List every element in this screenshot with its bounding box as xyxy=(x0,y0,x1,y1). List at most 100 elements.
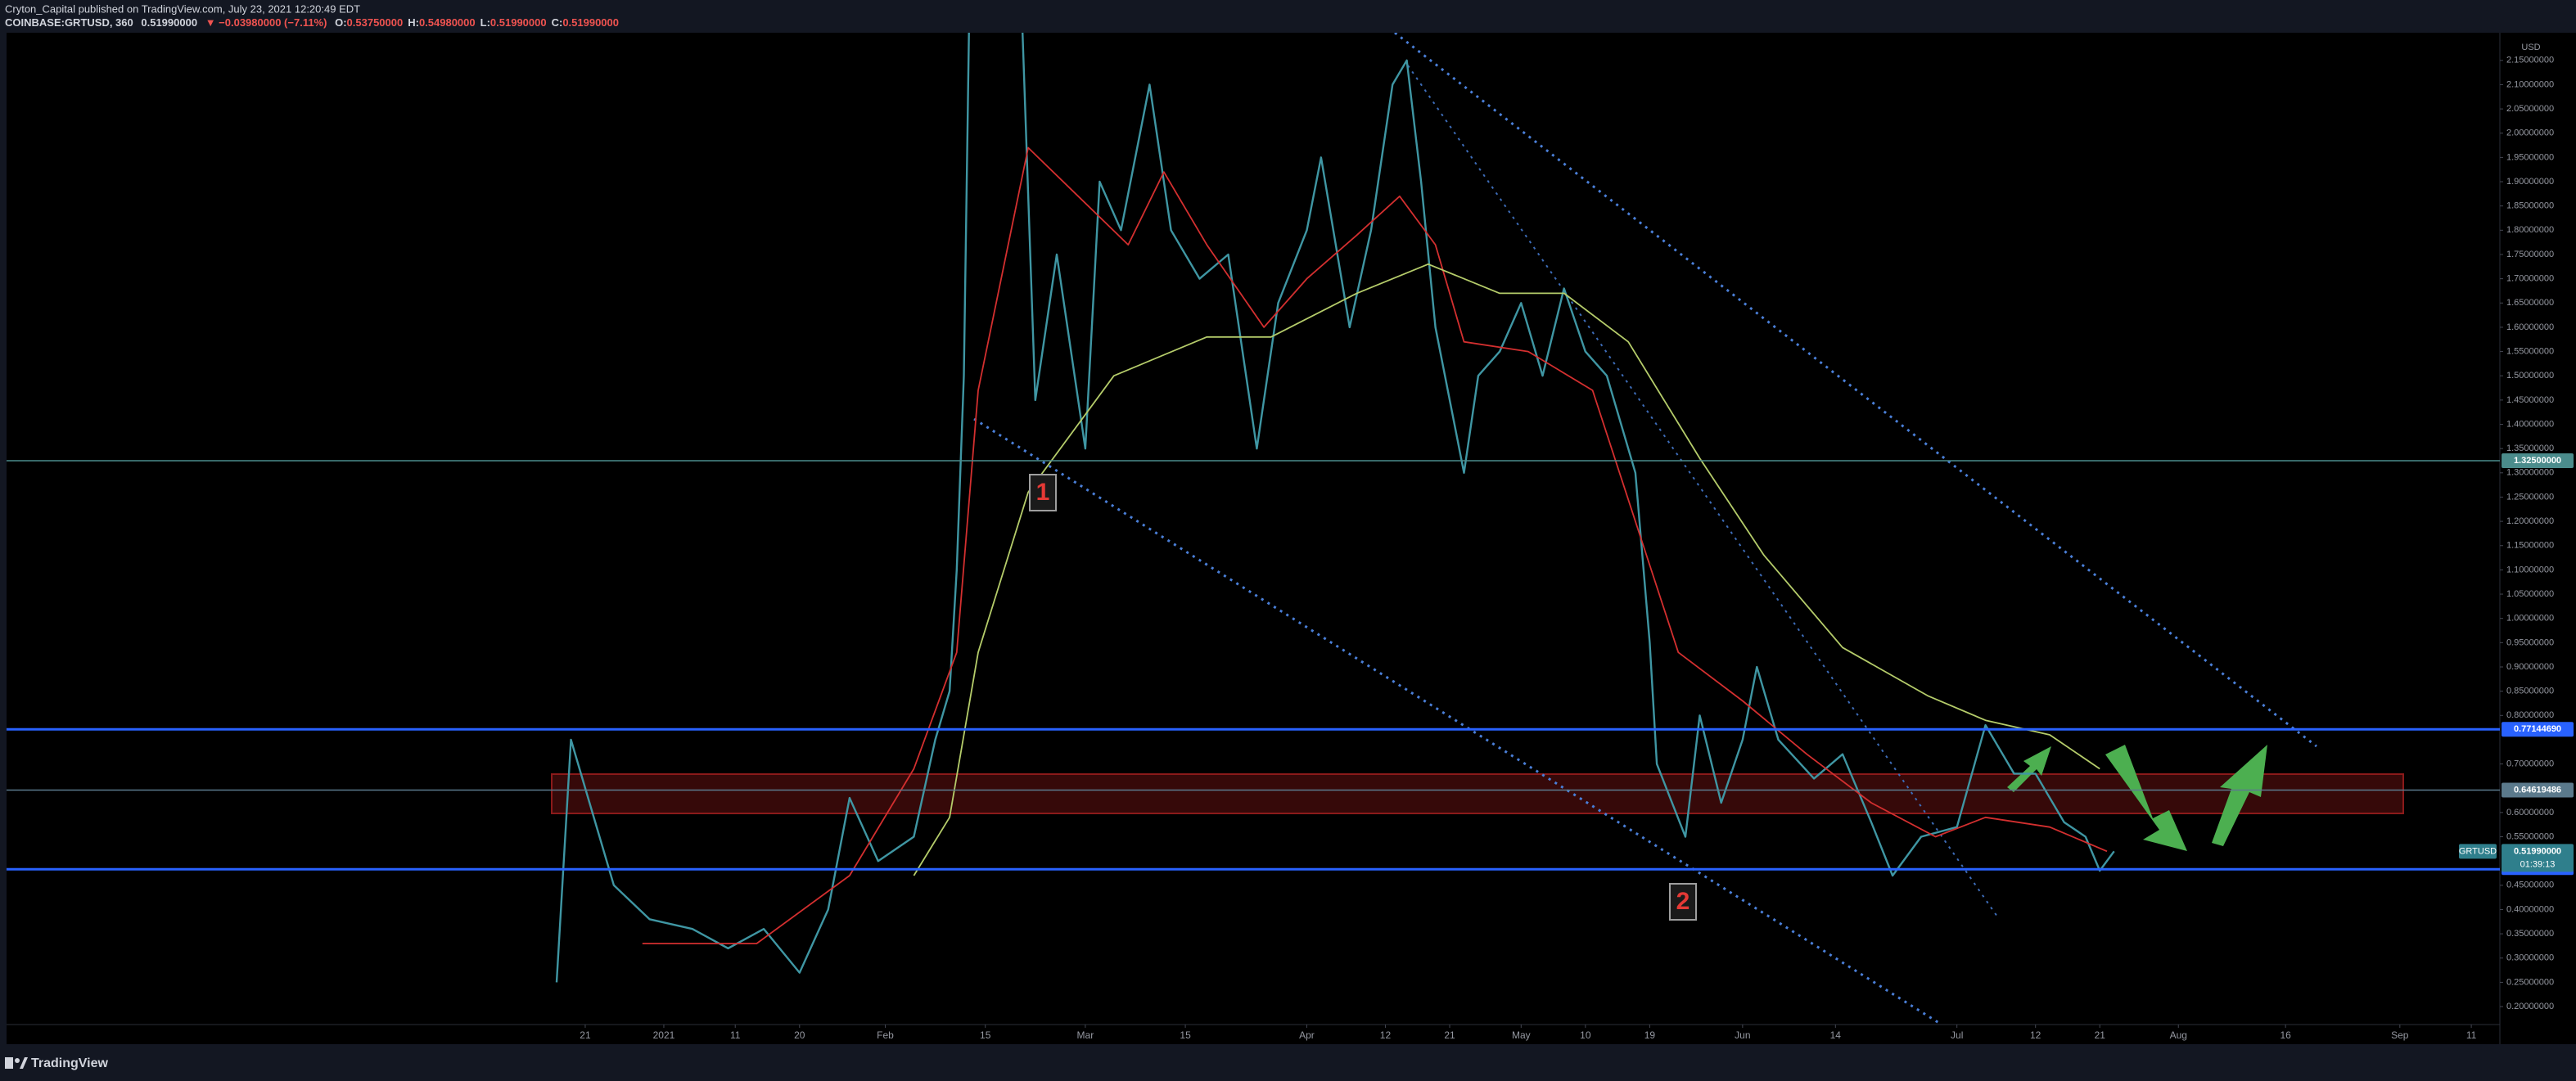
y-tick-label: 1.15000000 xyxy=(2506,541,2554,551)
change: ▼ −0.03980000 (−7.11%) xyxy=(205,16,327,29)
plot-area xyxy=(7,33,2576,1044)
y-tick-label: 1.30000000 xyxy=(2506,468,2554,478)
y-tick-label: 0.40000000 xyxy=(2506,904,2554,914)
price-line xyxy=(913,263,2100,876)
price-line xyxy=(642,146,2108,944)
level-label-box xyxy=(2502,782,2574,798)
plot xyxy=(555,33,2115,983)
y-tick-label: 2.00000000 xyxy=(2506,128,2554,138)
x-tick-label: Sep xyxy=(2391,1029,2409,1041)
x-tick-label: 10 xyxy=(1580,1029,1591,1041)
x-tick-label: 16 xyxy=(2280,1029,2291,1041)
drawings xyxy=(551,33,2404,1025)
ohlc-value: 0.51990000 xyxy=(562,16,619,29)
y-tick-label: 1.85000000 xyxy=(2506,201,2554,211)
y-tick-label: 2.15000000 xyxy=(2506,56,2554,65)
y-tick-label: 1.75000000 xyxy=(2506,250,2554,259)
resistance-zone xyxy=(551,773,2404,814)
y-tick-label: 1.70000000 xyxy=(2506,274,2554,284)
x-tick-label: 14 xyxy=(1830,1029,1842,1041)
y-tick-label: 0.90000000 xyxy=(2506,662,2554,672)
ohlc-label: O: xyxy=(335,16,346,29)
x-tick-label: Mar xyxy=(1077,1029,1094,1041)
x-tick-label: May xyxy=(1512,1029,1531,1041)
level-label: 0.77144690 xyxy=(2514,724,2561,734)
y-tick-label: 2.10000000 xyxy=(2506,79,2554,89)
logo xyxy=(20,1057,28,1069)
brand: TradingView xyxy=(31,1056,109,1070)
y-tick-label: 1.80000000 xyxy=(2506,225,2554,235)
arrow xyxy=(2105,745,2187,851)
y-tick-label: 1.40000000 xyxy=(2506,419,2554,429)
y-tick-label: 1.25000000 xyxy=(2506,492,2554,502)
y-tick-label: 0.80000000 xyxy=(2506,710,2554,720)
x-tick-label: 20 xyxy=(794,1029,805,1041)
logo xyxy=(5,1057,13,1069)
level-label-box xyxy=(2502,722,2574,737)
x-tick-label: Jul xyxy=(1951,1029,1963,1041)
last-price: 0.51990000 xyxy=(141,16,197,29)
symbol-label: GRTUSD xyxy=(2459,846,2497,856)
y-tick-label: 2.05000000 xyxy=(2506,104,2554,114)
symbol: COINBASE:GRTUSD, 360 xyxy=(5,16,133,29)
y-tick-label: 1.65000000 xyxy=(2506,298,2554,308)
y-tick-label: 1.95000000 xyxy=(2506,152,2554,162)
symbol-box xyxy=(2459,844,2497,859)
x-tick-label: 21 xyxy=(1444,1029,1455,1041)
y-tick-label: 1.20000000 xyxy=(2506,516,2554,526)
y-tick-label: 1.50000000 xyxy=(2506,371,2554,381)
x-tick-label: 15 xyxy=(1180,1029,1191,1041)
y-tick-label: 0.35000000 xyxy=(2506,929,2554,939)
y-tick-label: 0.30000000 xyxy=(2506,953,2554,963)
y-tick-label: 1.35000000 xyxy=(2506,444,2554,453)
symbol-line: COINBASE:GRTUSD, 360 0.51990000 ▼ −0.039… xyxy=(5,16,619,29)
x-tick-label: 11 xyxy=(730,1029,741,1041)
x-tick-label: 21 xyxy=(580,1029,591,1041)
y-tick-label: 1.55000000 xyxy=(2506,346,2554,356)
y-tick-label: 0.60000000 xyxy=(2506,808,2554,818)
y-tick-label: 1.45000000 xyxy=(2506,395,2554,405)
x-tick-label: Feb xyxy=(877,1029,894,1041)
annotation-label: 2 xyxy=(1676,888,1690,915)
price-line xyxy=(555,33,2115,983)
y-tick-label: 1.90000000 xyxy=(2506,177,2554,187)
x-tick-label: Jun xyxy=(1735,1029,1750,1041)
y-tick-label: 0.95000000 xyxy=(2506,637,2554,647)
annotation-box xyxy=(1029,474,1057,511)
ohlc-label: C: xyxy=(552,16,563,29)
y-tick-label: 0.55000000 xyxy=(2506,831,2554,841)
y-tick-label: 1.10000000 xyxy=(2506,565,2554,574)
ohlc-value: 0.51990000 xyxy=(490,16,547,29)
ohlc-label: H: xyxy=(408,16,419,29)
trend-line xyxy=(973,417,1942,1025)
last-price-label: 0.51990000 xyxy=(2514,846,2561,856)
y-tick-label: 0.45000000 xyxy=(2506,881,2554,890)
publisher: Cryton_Capital published on TradingView.… xyxy=(5,2,360,15)
trend-line xyxy=(1394,33,2317,748)
x-tick-label: Apr xyxy=(1299,1029,1315,1041)
level-label-box xyxy=(2502,453,2574,468)
logo xyxy=(15,1058,20,1063)
currency: USD xyxy=(2521,43,2540,52)
footer: TradingView xyxy=(5,1056,109,1070)
annotation-box xyxy=(1669,883,1697,921)
level-label: 1.32500000 xyxy=(2514,456,2561,466)
x-tick-label: Aug xyxy=(2170,1029,2187,1041)
ohlc-value: 0.54980000 xyxy=(419,16,476,29)
y-tick-label: 0.85000000 xyxy=(2506,687,2554,696)
arrow xyxy=(2212,745,2267,846)
annotation-label: 1 xyxy=(1036,479,1050,506)
trend-line xyxy=(1407,65,1998,917)
last-price-box xyxy=(2502,844,2574,872)
ohlc-value: 0.53750000 xyxy=(347,16,404,29)
x-tick-label: 19 xyxy=(1644,1029,1656,1041)
y-tick-label: 1.60000000 xyxy=(2506,322,2554,332)
arrow xyxy=(2007,746,2051,792)
y-tick-label: 0.25000000 xyxy=(2506,977,2554,987)
x-tick-label: 15 xyxy=(980,1029,991,1041)
x-tick-label: 12 xyxy=(1380,1029,1392,1041)
y-tick-label: 0.70000000 xyxy=(2506,759,2554,768)
x-tick-label: 12 xyxy=(2030,1029,2041,1041)
